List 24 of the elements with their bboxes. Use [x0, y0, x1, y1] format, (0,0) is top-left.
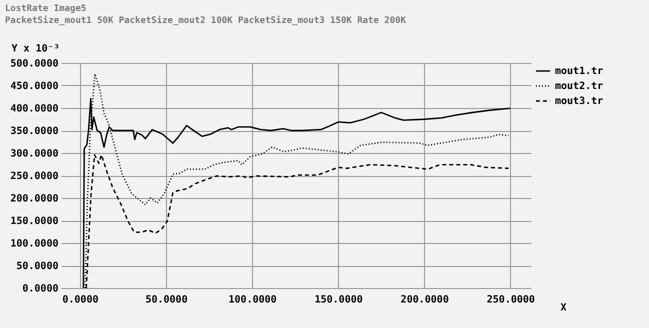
y-tick-label: 500.0000 — [10, 58, 58, 70]
legend-label: mout2.tr — [555, 81, 604, 92]
x-tick-label: 0.0000 — [62, 294, 98, 306]
y-tick-label: 400.0000 — [10, 104, 58, 114]
legend-label: mout3.tr — [555, 96, 604, 107]
x-tick-label: 150.0000 — [314, 294, 363, 306]
chart-title: LostRate Image5 — [5, 4, 86, 14]
chart-subtitle: PacketSize_mout1 50K PacketSize_mout2 100K PacketSize_mout3 150K Rate 200K — [5, 15, 407, 26]
y-tick-label: 200.0000 — [10, 194, 58, 204]
x-axis-title: X — [560, 302, 566, 314]
y-tick-label: 0.0000 — [22, 284, 58, 294]
y-axis-title: Y x 10⁻³ — [12, 44, 60, 54]
y-tick-label: 100.0000 — [10, 238, 58, 250]
legend-label: mout1.tr — [555, 66, 604, 77]
y-tick-label: 450.0000 — [10, 81, 58, 92]
y-tick-label: 300.0000 — [10, 148, 58, 160]
x-tick-label: 200.0000 — [400, 294, 449, 306]
x-tick-label: 100.0000 — [228, 294, 277, 306]
x-tick-label: 250.0000 — [486, 294, 535, 306]
x-tick-label: 50.0000 — [145, 294, 188, 306]
y-tick-label: 150.0000 — [10, 216, 58, 227]
y-tick-label: 250.0000 — [10, 171, 58, 182]
y-tick-label: 350.0000 — [10, 126, 58, 137]
y-tick-label: 50.0000 — [16, 261, 58, 272]
